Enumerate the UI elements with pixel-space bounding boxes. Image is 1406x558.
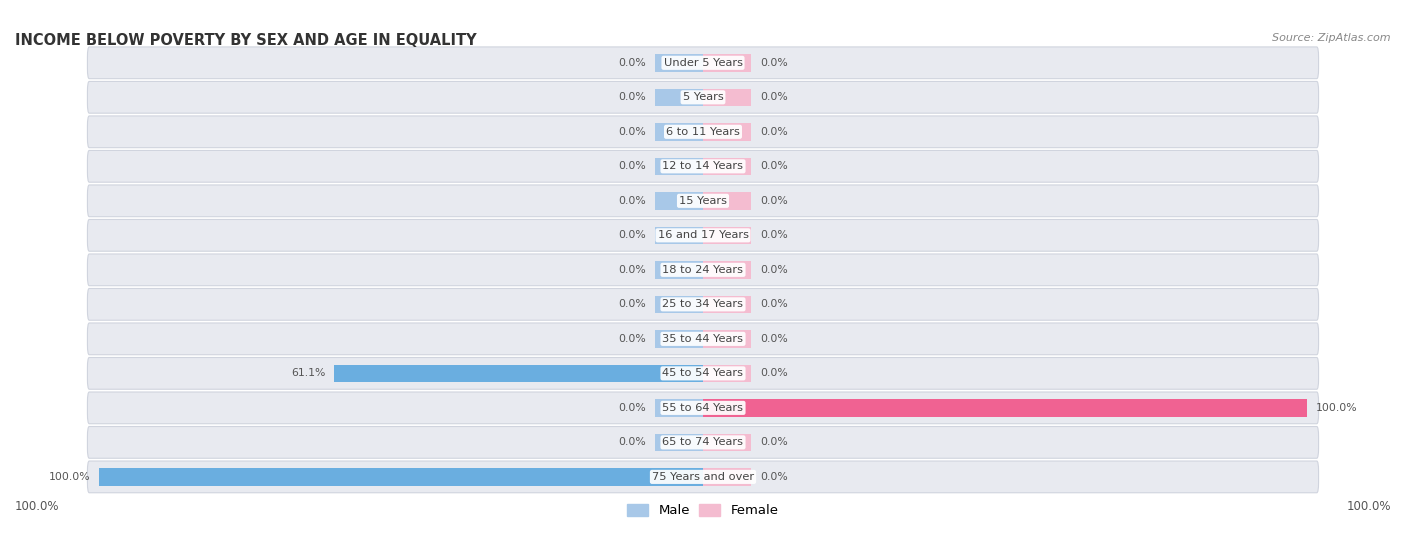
Bar (655, 123, 703, 141)
Text: 0.0%: 0.0% (761, 299, 789, 309)
Bar (703, 468, 751, 485)
Text: 0.0%: 0.0% (617, 196, 645, 206)
Bar (703, 54, 751, 71)
Text: 25 to 34 Years: 25 to 34 Years (662, 299, 744, 309)
FancyBboxPatch shape (87, 288, 1319, 320)
Text: 18 to 24 Years: 18 to 24 Years (662, 265, 744, 275)
Text: 61.1%: 61.1% (291, 368, 325, 378)
Text: 0.0%: 0.0% (761, 265, 789, 275)
Text: 0.0%: 0.0% (617, 265, 645, 275)
Text: 0.0%: 0.0% (617, 437, 645, 448)
Bar (655, 157, 703, 175)
Bar (655, 399, 703, 417)
FancyBboxPatch shape (87, 151, 1319, 182)
Text: INCOME BELOW POVERTY BY SEX AND AGE IN EQUALITY: INCOME BELOW POVERTY BY SEX AND AGE IN E… (15, 33, 477, 49)
FancyBboxPatch shape (87, 323, 1319, 355)
FancyBboxPatch shape (87, 81, 1319, 113)
FancyBboxPatch shape (87, 116, 1319, 148)
FancyBboxPatch shape (87, 461, 1319, 493)
Bar (100, 468, 703, 485)
Bar (703, 89, 751, 106)
Text: 0.0%: 0.0% (617, 127, 645, 137)
Text: 0.0%: 0.0% (761, 58, 789, 68)
Text: 100.0%: 100.0% (1316, 403, 1357, 413)
Text: 15 Years: 15 Years (679, 196, 727, 206)
FancyBboxPatch shape (87, 358, 1319, 389)
Bar (703, 227, 751, 244)
Text: 55 to 64 Years: 55 to 64 Years (662, 403, 744, 413)
Bar (655, 192, 703, 210)
FancyBboxPatch shape (87, 185, 1319, 217)
Bar (703, 192, 751, 210)
Bar (703, 261, 751, 278)
Text: 0.0%: 0.0% (617, 230, 645, 240)
Bar (655, 434, 703, 451)
Bar (703, 123, 751, 141)
Bar (703, 364, 751, 382)
FancyBboxPatch shape (87, 47, 1319, 79)
Text: 0.0%: 0.0% (761, 196, 789, 206)
Text: Source: ZipAtlas.com: Source: ZipAtlas.com (1272, 33, 1391, 44)
Bar (655, 89, 703, 106)
Text: 12 to 14 Years: 12 to 14 Years (662, 161, 744, 171)
Bar (703, 434, 751, 451)
Text: 45 to 54 Years: 45 to 54 Years (662, 368, 744, 378)
Text: 0.0%: 0.0% (761, 161, 789, 171)
Text: 0.0%: 0.0% (617, 92, 645, 102)
Text: 0.0%: 0.0% (617, 334, 645, 344)
Text: 0.0%: 0.0% (617, 161, 645, 171)
Text: 16 and 17 Years: 16 and 17 Years (658, 230, 748, 240)
Bar (655, 330, 703, 348)
Bar (655, 54, 703, 71)
Bar (655, 261, 703, 278)
Bar (655, 227, 703, 244)
Text: 0.0%: 0.0% (617, 58, 645, 68)
Text: 35 to 44 Years: 35 to 44 Years (662, 334, 744, 344)
Text: 100.0%: 100.0% (49, 472, 90, 482)
Legend: Male, Female: Male, Female (621, 499, 785, 523)
Bar (655, 296, 703, 313)
Text: 0.0%: 0.0% (761, 368, 789, 378)
Text: 6 to 11 Years: 6 to 11 Years (666, 127, 740, 137)
Bar (703, 399, 1306, 417)
Text: 0.0%: 0.0% (617, 299, 645, 309)
FancyBboxPatch shape (87, 426, 1319, 458)
Text: 0.0%: 0.0% (761, 334, 789, 344)
Text: 5 Years: 5 Years (683, 92, 723, 102)
Text: 100.0%: 100.0% (1347, 500, 1391, 513)
Bar (703, 296, 751, 313)
Text: 100.0%: 100.0% (15, 500, 59, 513)
Text: 75 Years and over: 75 Years and over (652, 472, 754, 482)
Text: 65 to 74 Years: 65 to 74 Years (662, 437, 744, 448)
Bar (335, 364, 703, 382)
FancyBboxPatch shape (87, 392, 1319, 424)
Bar (703, 157, 751, 175)
Text: 0.0%: 0.0% (761, 92, 789, 102)
FancyBboxPatch shape (87, 254, 1319, 286)
Text: Under 5 Years: Under 5 Years (664, 58, 742, 68)
FancyBboxPatch shape (87, 219, 1319, 251)
Text: 0.0%: 0.0% (617, 403, 645, 413)
Bar (703, 330, 751, 348)
Text: 0.0%: 0.0% (761, 127, 789, 137)
Text: 0.0%: 0.0% (761, 472, 789, 482)
Text: 0.0%: 0.0% (761, 437, 789, 448)
Text: 0.0%: 0.0% (761, 230, 789, 240)
